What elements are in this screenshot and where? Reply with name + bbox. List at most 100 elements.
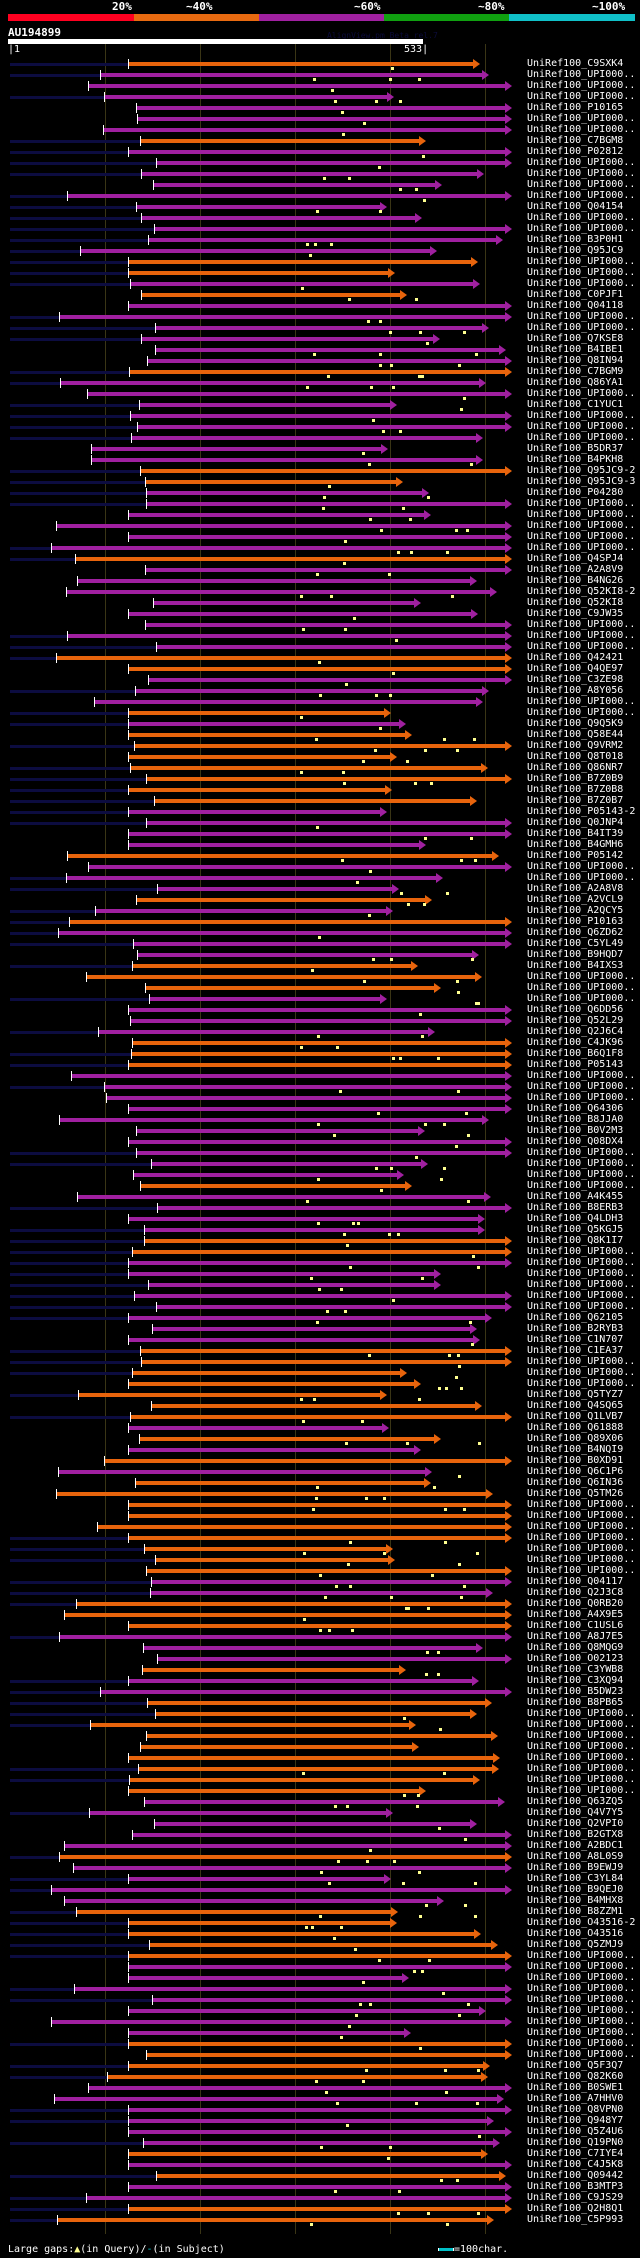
hit-bar[interactable] [80, 249, 430, 253]
hit-bar[interactable] [128, 1789, 419, 1793]
hit-row[interactable]: UniRef100_UPI000.. [0, 1147, 640, 1159]
hit-bar[interactable] [128, 1756, 493, 1760]
hit-bar[interactable] [73, 1866, 505, 1870]
hit-label[interactable]: UniRef100_B7Z0B9 [527, 773, 624, 784]
hit-bar[interactable] [128, 1107, 505, 1111]
hit-row[interactable]: UniRef100_A8J7E5 [0, 1631, 640, 1643]
hit-label[interactable]: UniRef100_O02123 [527, 1653, 624, 1664]
hit-bar[interactable] [76, 1602, 505, 1606]
hit-label[interactable]: UniRef100_UPI000.. [527, 707, 636, 718]
hit-row[interactable]: UniRef100_Q52KI8 [0, 597, 640, 609]
hit-row[interactable]: UniRef100_Q0JNP4 [0, 817, 640, 829]
hit-row[interactable]: UniRef100_B4PKH8 [0, 454, 640, 466]
hit-row[interactable]: UniRef100_B9HQD7 [0, 949, 640, 961]
hit-row[interactable]: UniRef100_C4J5K8 [0, 2159, 640, 2171]
hit-label[interactable]: UniRef100_Q61888 [527, 1422, 624, 1433]
hit-row[interactable]: UniRef100_UPI000.. [0, 542, 640, 554]
hit-label[interactable]: UniRef100_Q9VRM2 [527, 740, 624, 751]
hit-row[interactable]: UniRef100_Q4SPJ4 [0, 553, 640, 565]
hit-bar[interactable] [67, 194, 505, 198]
hit-row[interactable]: UniRef100_Q6ZD62 [0, 927, 640, 939]
hit-bar[interactable] [56, 524, 505, 528]
hit-label[interactable]: UniRef100_Q09442 [527, 2170, 624, 2181]
hit-row[interactable]: UniRef100_A2A8V8 [0, 883, 640, 895]
hit-label[interactable]: UniRef100_Q2J6C4 [527, 1026, 624, 1037]
hit-bar[interactable] [157, 887, 392, 891]
hit-bar[interactable] [51, 2020, 505, 2024]
hit-bar[interactable] [145, 986, 434, 990]
hit-label[interactable]: UniRef100_UPI000.. [527, 1543, 636, 1554]
hit-label[interactable]: UniRef100_UPI000.. [527, 1268, 636, 1279]
hit-bar[interactable] [128, 2152, 481, 2156]
hit-row[interactable]: UniRef100_Q5F3Q7 [0, 2060, 640, 2072]
hit-row[interactable]: UniRef100_UPI000.. [0, 311, 640, 323]
hit-label[interactable]: UniRef100_UPI000.. [527, 1510, 636, 1521]
hit-row[interactable]: UniRef100_C1YUC1 [0, 399, 640, 411]
hit-label[interactable]: UniRef100_C3YWB8 [527, 1664, 624, 1675]
hit-row[interactable]: UniRef100_C9SXK4 [0, 58, 640, 70]
hit-row[interactable]: UniRef100_A7HHV0 [0, 2093, 640, 2105]
hit-label[interactable]: UniRef100_UPI000.. [527, 267, 636, 278]
hit-label[interactable]: UniRef100_UPI000.. [527, 531, 636, 542]
hit-label[interactable]: UniRef100_B9HQD7 [527, 949, 624, 960]
hit-row[interactable]: UniRef100_UPI000.. [0, 520, 640, 532]
hit-bar[interactable] [141, 172, 477, 176]
hit-label[interactable]: UniRef100_C5P993 [527, 2214, 624, 2225]
hit-label[interactable]: UniRef100_Q86NR7 [527, 762, 624, 773]
hit-bar[interactable] [104, 95, 387, 99]
hit-row[interactable]: UniRef100_B2RYB3 [0, 1323, 640, 1335]
hit-label[interactable]: UniRef100_Q5TM26 [527, 1488, 624, 1499]
hit-label[interactable]: UniRef100_UPI000.. [527, 542, 636, 553]
hit-label[interactable]: UniRef100_UPI000.. [527, 630, 636, 641]
hit-label[interactable]: UniRef100_B4GMH6 [527, 839, 624, 850]
hit-bar[interactable] [104, 1085, 505, 1089]
hit-label[interactable]: UniRef100_B9EWJ9 [527, 1862, 624, 1873]
hit-row[interactable]: UniRef100_Q8IN94 [0, 355, 640, 367]
hit-bar[interactable] [59, 1635, 505, 1639]
hit-row[interactable]: UniRef100_B4IBE1 [0, 344, 640, 356]
hit-row[interactable]: UniRef100_UPI000.. [0, 1543, 640, 1555]
hit-label[interactable]: UniRef100_Q0RB20 [527, 1598, 624, 1609]
hit-bar[interactable] [151, 1162, 421, 1166]
hit-bar[interactable] [94, 700, 476, 704]
hit-bar[interactable] [153, 601, 414, 605]
hit-bar[interactable] [136, 1129, 418, 1133]
hit-bar[interactable] [146, 2053, 505, 2057]
hit-bar[interactable] [128, 2064, 483, 2068]
hit-row[interactable]: UniRef100_UPI000.. [0, 1752, 640, 1764]
hit-bar[interactable] [59, 1118, 482, 1122]
hit-row[interactable]: UniRef100_B4NG26 [0, 575, 640, 587]
hit-label[interactable]: UniRef100_Q948Y7 [527, 2115, 624, 2126]
hit-bar[interactable] [134, 1294, 505, 1298]
hit-row[interactable]: UniRef100_Q61888 [0, 1422, 640, 1434]
hit-row[interactable]: UniRef100_UPI000.. [0, 1279, 640, 1291]
hit-label[interactable]: UniRef100_C7IYE4 [527, 2148, 624, 2159]
hit-label[interactable]: UniRef100_Q5F3Q7 [527, 2060, 624, 2071]
hit-row[interactable]: UniRef100_P10163 [0, 916, 640, 928]
hit-row[interactable]: UniRef100_Q4V7Y5 [0, 1807, 640, 1819]
hit-row[interactable]: UniRef100_B3MTP3 [0, 2181, 640, 2193]
hit-label[interactable]: UniRef100_B4IXS3 [527, 960, 624, 971]
hit-bar[interactable] [137, 953, 472, 957]
hit-row[interactable]: UniRef100_Q8MQG9 [0, 1642, 640, 1654]
hit-label[interactable]: UniRef100_UPI000.. [527, 190, 636, 201]
hit-bar[interactable] [56, 656, 505, 660]
hit-row[interactable]: UniRef100_UPI000.. [0, 1499, 640, 1511]
hit-row[interactable]: UniRef100_UPI000.. [0, 1983, 640, 1995]
hit-label[interactable]: UniRef100_Q8T018 [527, 751, 624, 762]
hit-bar[interactable] [76, 1910, 391, 1914]
hit-row[interactable]: UniRef100_Q948Y7 [0, 2115, 640, 2127]
hit-row[interactable]: UniRef100_B8PB65 [0, 1697, 640, 1709]
hit-row[interactable]: UniRef100_C7IYE4 [0, 2148, 640, 2160]
hit-row[interactable]: UniRef100_UPI000.. [0, 619, 640, 631]
hit-label[interactable]: UniRef100_P04280 [527, 487, 624, 498]
hit-bar[interactable] [128, 1954, 505, 1958]
hit-bar[interactable] [146, 1569, 505, 1573]
hit-bar[interactable] [66, 876, 436, 880]
hit-row[interactable]: UniRef100_C1N707 [0, 1334, 640, 1346]
hit-row[interactable]: UniRef100_UPI000.. [0, 982, 640, 994]
hit-label[interactable]: UniRef100_UPI000.. [527, 1554, 636, 1565]
hit-bar[interactable] [86, 2196, 505, 2200]
hit-label[interactable]: UniRef100_C1N707 [527, 1334, 624, 1345]
hit-bar[interactable] [151, 1580, 505, 1584]
